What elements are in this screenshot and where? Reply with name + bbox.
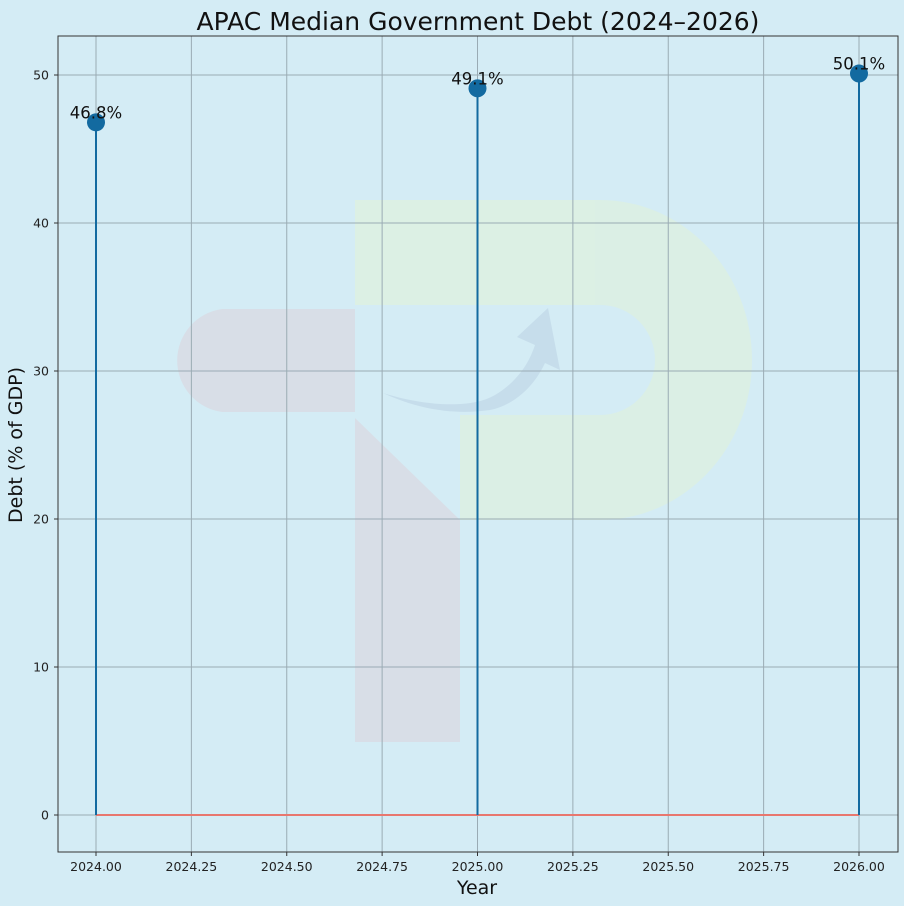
x-tick-label: 2024.75 — [356, 859, 408, 874]
x-tick-label: 2025.50 — [642, 859, 694, 874]
value-annotation: 50.1% — [833, 55, 885, 74]
x-tick-label: 2024.50 — [261, 859, 313, 874]
x-tick-label: 2024.00 — [70, 859, 122, 874]
x-axis-label: Year — [456, 877, 497, 899]
y-tick-label: 30 — [33, 364, 49, 379]
watermark-logo — [177, 200, 752, 742]
stem-marker — [850, 64, 868, 83]
x-tick-label: 2025.00 — [452, 859, 504, 874]
y-tick-label: 0 — [41, 808, 49, 823]
value-annotation: 46.8% — [70, 103, 122, 122]
x-tick-label: 2025.25 — [547, 859, 599, 874]
chart-title: APAC Median Government Debt (2024–2026) — [197, 7, 760, 36]
stem-marker — [468, 79, 487, 98]
y-axis-label: Debt (% of GDP) — [5, 367, 27, 523]
x-tick-label: 2025.75 — [738, 859, 790, 874]
y-axis-ticks: 0 10 20 30 40 50 — [33, 68, 58, 823]
y-tick-label: 40 — [33, 216, 49, 231]
x-tick-label: 2026.00 — [833, 859, 885, 874]
x-axis-ticks: 2024.00 2024.25 2024.50 2024.75 2025.00 2025.… — [70, 852, 885, 874]
y-tick-label: 10 — [33, 660, 49, 675]
data-series: 46.8% 49.1% 50.1% — [70, 55, 885, 816]
x-tick-label: 2024.25 — [166, 859, 218, 874]
value-annotation: 49.1% — [451, 69, 503, 88]
y-tick-label: 50 — [33, 68, 49, 83]
stem-marker — [87, 113, 105, 132]
y-tick-label: 20 — [33, 512, 49, 527]
